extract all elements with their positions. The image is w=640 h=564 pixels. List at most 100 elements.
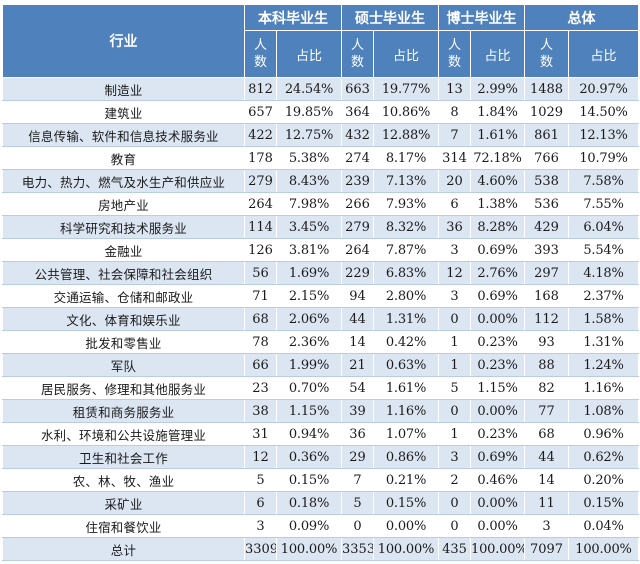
master-share-cell: 7.13%	[373, 169, 439, 193]
bachelor-count-cell: 23	[244, 376, 277, 400]
table-row: 建筑业 657 19.85% 364 10.86% 8 1.84% 1029 14.50%	[2, 100, 639, 124]
master-count-cell: 432	[341, 123, 374, 147]
doctor-count-cell: 3	[438, 238, 471, 262]
industry-cell: 建筑业	[2, 100, 245, 124]
master-count-cell: 29	[341, 445, 374, 469]
industry-cell: 居民服务、修理和其他服务业	[2, 376, 245, 400]
table-row: 科学研究和技术服务业 114 3.45% 279 8.32% 36 8.28% 429 6.04…	[2, 215, 639, 239]
overall-share-cell: 4.18%	[568, 261, 639, 285]
bachelor-share-cell: 1.99%	[276, 353, 342, 377]
overall-share-cell: 0.96%	[568, 422, 639, 446]
overall-count-cell: 861	[524, 123, 569, 147]
master-count-cell: 364	[341, 100, 374, 124]
industry-cell: 采矿业	[2, 491, 245, 515]
overall-count-cell: 538	[524, 169, 569, 193]
master-share-cell: 8.17%	[373, 146, 439, 170]
bachelor-share-cell: 1.69%	[276, 261, 342, 285]
bachelor-group-header: 本科毕业生	[244, 4, 342, 31]
overall-count-cell: 44	[524, 445, 569, 469]
master-count-header: 人数	[341, 30, 374, 78]
bachelor-count-header: 人数	[244, 30, 277, 78]
industry-cell: 教育	[2, 146, 245, 170]
doctor-share-cell: 0.23%	[470, 353, 525, 377]
doctor-count-header: 人数	[438, 30, 471, 78]
bachelor-share-cell: 0.70%	[276, 376, 342, 400]
bachelor-share-header: 占比	[276, 30, 342, 78]
master-share-cell: 0.21%	[373, 468, 439, 492]
bachelor-share-cell: 19.85%	[276, 100, 342, 124]
doctor-share-cell: 1.38%	[470, 192, 525, 216]
master-count-cell: 279	[341, 215, 374, 239]
industry-cell: 农、林、牧、渔业	[2, 468, 245, 492]
master-count-cell: 36	[341, 422, 374, 446]
master-share-cell: 12.88%	[373, 123, 439, 147]
industry-cell: 住宿和餐饮业	[2, 514, 245, 538]
overall-share-cell: 7.55%	[568, 192, 639, 216]
doctor-count-cell: 435	[438, 537, 471, 561]
master-count-cell: 7	[341, 468, 374, 492]
table-body: 制造业 812 24.54% 663 19.77% 13 2.99% 1488 20.97% 建筑…	[2, 77, 639, 561]
bachelor-share-cell: 2.06%	[276, 307, 342, 331]
overall-count-cell: 77	[524, 399, 569, 423]
overall-count-cell: 297	[524, 261, 569, 285]
bachelor-share-cell: 2.15%	[276, 284, 342, 308]
overall-share-cell: 20.97%	[568, 77, 639, 101]
table-row: 公共管理、社会保障和社会组织 56 1.69% 229 6.83% 12 2.76% 297 4…	[2, 261, 639, 285]
overall-count-cell: 536	[524, 192, 569, 216]
table-row: 制造业 812 24.54% 663 19.77% 13 2.99% 1488 20.97%	[2, 77, 639, 101]
overall-share-cell: 14.50%	[568, 100, 639, 124]
table-row: 卫生和社会工作 12 0.36% 29 0.86% 3 0.69% 44 0.62%	[2, 445, 639, 469]
master-share-cell: 2.80%	[373, 284, 439, 308]
table-row: 住宿和餐饮业 3 0.09% 0 0.00% 0 0.00% 3 0.04%	[2, 514, 639, 538]
table-row: 批发和零售业 78 2.36% 14 0.42% 1 0.23% 93 1.31%	[2, 330, 639, 354]
bachelor-count-cell: 6	[244, 491, 277, 515]
master-share-cell: 1.61%	[373, 376, 439, 400]
overall-count-header: 人数	[524, 30, 569, 78]
bachelor-count-cell: 812	[244, 77, 277, 101]
doctor-count-cell: 0	[438, 491, 471, 515]
doctor-share-cell: 1.15%	[470, 376, 525, 400]
industry-cell: 房地产业	[2, 192, 245, 216]
overall-count-cell: 68	[524, 422, 569, 446]
bachelor-count-cell: 3309	[244, 537, 277, 561]
bachelor-share-cell: 5.38%	[276, 146, 342, 170]
overall-share-cell: 2.37%	[568, 284, 639, 308]
doctor-count-cell: 1	[438, 353, 471, 377]
bachelor-count-cell: 12	[244, 445, 277, 469]
doctor-share-cell: 0.00%	[470, 399, 525, 423]
bachelor-count-cell: 78	[244, 330, 277, 354]
doctor-share-cell: 0.23%	[470, 330, 525, 354]
overall-share-cell: 7.58%	[568, 169, 639, 193]
bachelor-share-cell: 3.45%	[276, 215, 342, 239]
doctor-share-cell: 100.00%	[470, 537, 525, 561]
doctor-share-cell: 0.00%	[470, 514, 525, 538]
doctor-share-cell: 0.00%	[470, 491, 525, 515]
master-share-cell: 19.77%	[373, 77, 439, 101]
industry-cell: 交通运输、仓储和邮政业	[2, 284, 245, 308]
master-share-cell: 8.32%	[373, 215, 439, 239]
doctor-count-cell: 36	[438, 215, 471, 239]
master-share-cell: 100.00%	[373, 537, 439, 561]
master-group-header: 硕士毕业生	[341, 4, 439, 31]
overall-share-header: 占比	[568, 30, 639, 78]
total-row: 总计 3309 100.00% 3353 100.00% 435 100.00% 7097 10…	[2, 537, 639, 561]
overall-share-cell: 100.00%	[568, 537, 639, 561]
doctor-count-cell: 6	[438, 192, 471, 216]
overall-share-cell: 12.13%	[568, 123, 639, 147]
industry-column-header: 行业	[2, 4, 245, 78]
industry-cell: 军队	[2, 353, 245, 377]
bachelor-count-cell: 66	[244, 353, 277, 377]
master-share-cell: 7.93%	[373, 192, 439, 216]
overall-count-cell: 3	[524, 514, 569, 538]
master-share-cell: 0.86%	[373, 445, 439, 469]
doctor-count-cell: 2	[438, 468, 471, 492]
table-row: 农、林、牧、渔业 5 0.15% 7 0.21% 2 0.46% 14 0.20%	[2, 468, 639, 492]
doctor-count-cell: 8	[438, 100, 471, 124]
master-share-cell: 1.07%	[373, 422, 439, 446]
overall-share-cell: 1.24%	[568, 353, 639, 377]
industry-cell: 水利、环境和公共设施管理业	[2, 422, 245, 446]
table-row: 租赁和商务服务业 38 1.15% 39 1.16% 0 0.00% 77 1.08%	[2, 399, 639, 423]
industry-cell: 公共管理、社会保障和社会组织	[2, 261, 245, 285]
bachelor-count-cell: 3	[244, 514, 277, 538]
doctor-count-cell: 12	[438, 261, 471, 285]
